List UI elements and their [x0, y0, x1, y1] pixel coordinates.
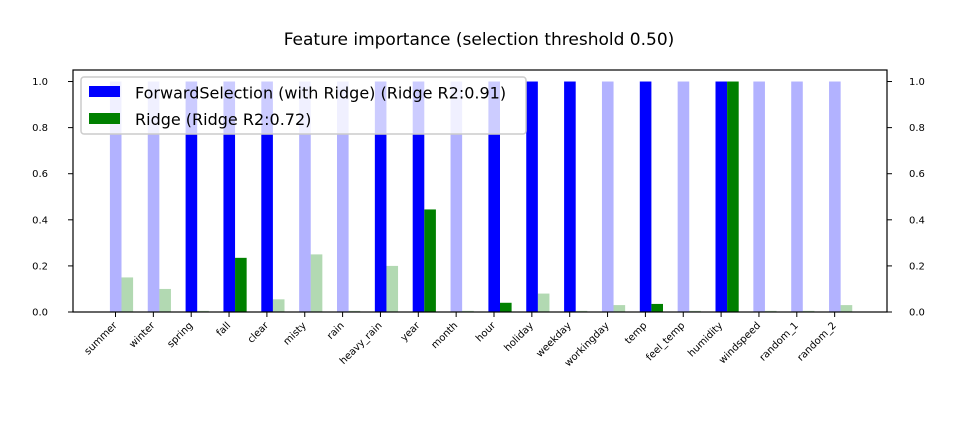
- bar-forward-selection-workingday: [601, 81, 614, 313]
- legend: ForwardSelection (with Ridge) (Ridge R2:…: [80, 76, 527, 135]
- bar-forward-selection-summer: [109, 81, 122, 313]
- x-tick-label-month: month: [430, 320, 461, 351]
- bar-forward-selection-month: [450, 81, 463, 313]
- bar-ridge-misty: [310, 254, 323, 312]
- x-tick-label-feel_temp: feel_temp: [644, 320, 687, 363]
- bar-ridge-fall: [235, 257, 247, 312]
- bar-forward-selection-holiday: [526, 81, 538, 313]
- bar-ridge-humidity: [727, 81, 739, 313]
- bar-forward-selection-weekday: [564, 81, 576, 313]
- x-tick-label-fall: fall: [215, 320, 234, 339]
- bar-ridge-heavy_rain: [386, 265, 399, 312]
- x-tick-label-humidity: humidity: [686, 320, 725, 359]
- bar-forward-selection-windspeed: [753, 81, 765, 313]
- bar-forward-selection-hour: [488, 81, 500, 313]
- bar-forward-selection-random_2: [829, 81, 841, 313]
- plot-frame: [72, 69, 888, 313]
- bar-forward-selection-fall: [223, 81, 236, 313]
- y-tick-label-right: 0.2: [909, 261, 925, 272]
- x-tick-label-random_2: random_2: [796, 320, 839, 363]
- x-tick-label-temp: temp: [623, 320, 649, 346]
- x-tick-label-spring: spring: [166, 320, 196, 350]
- bar-forward-selection-year: [412, 81, 425, 313]
- bar-ridge-clear: [272, 299, 285, 312]
- y-tick-label-right: 0.8: [909, 123, 925, 134]
- x-tick-label-summer: summer: [83, 320, 121, 358]
- bar-forward-selection-spring: [185, 81, 198, 313]
- bar-ridge-summer: [121, 277, 134, 312]
- bar-ridge-workingday: [613, 305, 626, 312]
- bar-forward-selection-clear: [261, 81, 273, 313]
- bar-ridge-hour: [500, 302, 512, 312]
- y-tick-label-right: 1.0: [909, 77, 925, 88]
- x-tick-label-holiday: holiday: [502, 320, 536, 354]
- x-tick-label-year: year: [399, 320, 423, 344]
- bar-forward-selection-rain: [337, 81, 349, 313]
- bar-forward-selection-humidity: [715, 81, 728, 313]
- y-tick-label-left: 0.0: [32, 308, 48, 319]
- bar-ridge-winter: [159, 288, 171, 312]
- bar-forward-selection-temp: [639, 81, 652, 313]
- bar-forward-selection-random_1: [791, 81, 803, 313]
- y-tick-label-left: 0.4: [32, 215, 48, 226]
- bar-ridge-temp: [651, 303, 663, 312]
- y-tick-label-left: 0.8: [32, 123, 48, 134]
- y-tick-label-right: 0.4: [909, 215, 925, 226]
- bar-forward-selection-heavy_rain: [374, 81, 387, 313]
- y-tick-label-left: 1.0: [32, 77, 48, 88]
- x-tick-label-random_1: random_1: [758, 320, 801, 363]
- x-tick-label-weekday: weekday: [534, 320, 573, 359]
- y-tick-label-right: 0.0: [909, 308, 925, 319]
- x-tick-label-misty: misty: [282, 320, 309, 347]
- x-tick-label-clear: clear: [246, 320, 272, 346]
- x-tick-label-winter: winter: [127, 320, 158, 351]
- legend-frame: [80, 76, 527, 135]
- bar-ridge-year: [424, 209, 436, 312]
- y-tick-label-left: 0.6: [32, 169, 48, 180]
- bar-forward-selection-feel_temp: [677, 81, 690, 313]
- y-tick-label-left: 0.2: [32, 261, 48, 272]
- x-tick-label-rain: rain: [325, 320, 346, 341]
- y-tick-label-right: 0.6: [909, 169, 925, 180]
- legend-label-ridge: Ridge (Ridge R2:0.72): [135, 110, 311, 129]
- bar-forward-selection-winter: [147, 81, 160, 313]
- bar-ridge-random_2: [840, 305, 853, 312]
- chart-title: Feature importance (selection threshold …: [284, 30, 675, 50]
- bar-ridge-holiday: [537, 293, 550, 312]
- x-tick-label-hour: hour: [474, 320, 499, 345]
- legend-swatch-forward-selection: [89, 86, 120, 97]
- bars-layer: [109, 81, 853, 313]
- legend-label-forward-selection: ForwardSelection (with Ridge) (Ridge R2:…: [135, 84, 506, 103]
- legend-swatch-ridge: [89, 113, 120, 124]
- bar-forward-selection-misty: [299, 81, 311, 313]
